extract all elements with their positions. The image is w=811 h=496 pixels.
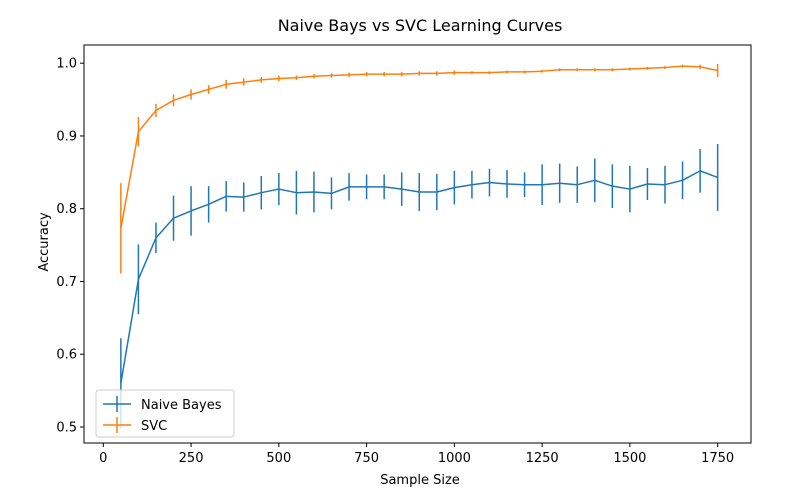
series-svc [120, 63, 719, 274]
x-tick-label: 0 [99, 451, 107, 466]
x-tick-label: 1500 [613, 451, 646, 466]
series-naive-bayes [120, 143, 719, 429]
y-tick-label: 1.0 [56, 57, 77, 72]
plot-area [83, 44, 752, 444]
y-axis-label: Accuracy [37, 212, 52, 272]
y-axis: 0.5 0.6 0.7 0.8 0.9 1.0 [56, 57, 84, 435]
x-axis: 0 250 500 750 1000 1250 1500 1750 [99, 443, 734, 466]
series-layer [120, 63, 719, 429]
y-tick-label: 0.9 [56, 129, 77, 144]
x-tick-label: 1750 [701, 451, 734, 466]
x-tick-label: 1250 [526, 451, 559, 466]
x-tick-label: 750 [354, 451, 379, 466]
y-tick-label: 0.8 [56, 202, 77, 217]
y-tick-label: 0.6 [56, 348, 77, 363]
svc-line [120, 65, 718, 229]
legend-label-naive-bayes: Naive Bayes [141, 398, 222, 413]
x-tick-label: 500 [266, 451, 291, 466]
x-tick-label: 250 [179, 451, 204, 466]
legend: Naive Bayes SVC [95, 389, 235, 438]
y-tick-label: 0.5 [56, 420, 77, 435]
chart-title: Naive Bays vs SVC Learning Curves [278, 16, 563, 35]
x-axis-label: Sample Size [380, 473, 460, 488]
naive-bayes-line [120, 170, 718, 384]
x-tick-label: 1000 [438, 451, 471, 466]
y-tick-label: 0.7 [56, 275, 77, 290]
legend-label-svc: SVC [141, 419, 167, 434]
